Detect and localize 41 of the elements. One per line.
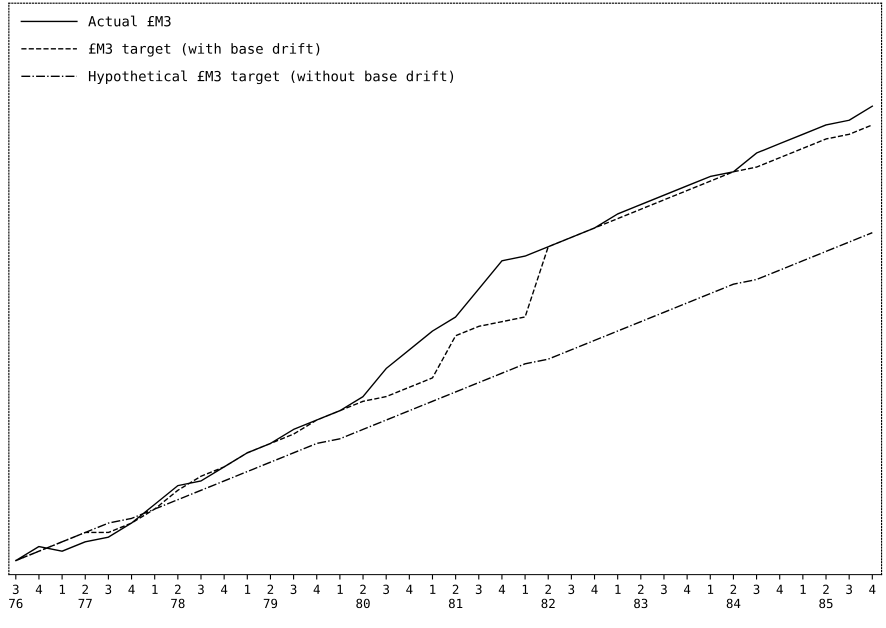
x-tick-label: 1	[338, 584, 343, 594]
x-tick-label: 3 76	[9, 584, 23, 608]
x-tick-label: 3	[198, 584, 204, 594]
x-tick-label: 2 81	[448, 584, 462, 608]
x-tick-label: 3	[568, 584, 574, 594]
x-tick-label: 1	[152, 584, 158, 594]
x-tick-label: 2 84	[726, 584, 740, 608]
x-tick-label: 2 78	[171, 584, 185, 608]
x-tick-label: 4	[498, 584, 506, 594]
x-tick-label: 1	[708, 584, 714, 594]
x-tick-label: 3	[105, 584, 112, 594]
x-tick-label: 4	[776, 584, 783, 594]
x-tick-label: 2 85	[819, 584, 833, 608]
x-tick-label: 2 77	[78, 584, 92, 608]
x-tick-label: 1	[245, 584, 250, 594]
legend-label: Actual £M3	[88, 16, 171, 26]
x-tick-label: 4	[221, 584, 228, 594]
x-tick-label: 3	[754, 584, 760, 594]
x-tick-label: 4	[128, 584, 135, 594]
x-tick-label: 2 79	[264, 584, 278, 608]
x-tick-label: 3	[661, 584, 667, 594]
x-tick-label: 1	[615, 584, 621, 594]
x-tick-label: 1	[60, 584, 66, 594]
x-tick-label: 2 83	[634, 584, 648, 608]
x-tick-label: 4	[684, 584, 690, 594]
x-tick-label: 4	[406, 584, 412, 594]
x-tick-label: 3	[383, 584, 390, 594]
x-tick-label: 2 82	[542, 584, 555, 608]
x-tick-label: 1	[800, 584, 806, 594]
x-tick-label: 1	[522, 584, 528, 594]
x-tick-label: 4	[869, 584, 876, 594]
x-tick-label: 2 80	[356, 584, 370, 608]
x-tick-label: 3	[846, 584, 852, 594]
legend-label: £M3 target (with base drift)	[88, 43, 320, 57]
x-tick-label: 4	[36, 584, 42, 594]
legend-label: Hypothetical £M3 target (without base drift)	[88, 70, 454, 84]
x-tick-label: 1	[430, 584, 436, 594]
x-tick-label: 4	[591, 584, 598, 594]
x-tick-label: 4	[314, 584, 320, 594]
x-tick-label: 3	[290, 584, 296, 594]
x-tick-label: 3	[476, 584, 482, 594]
